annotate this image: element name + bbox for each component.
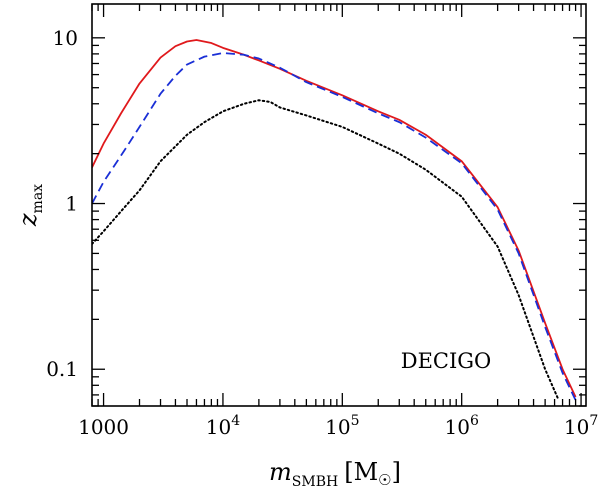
y-axis-symbol: z (14, 213, 42, 227)
x-tick-base: 10 (206, 415, 231, 439)
x-axis-unit: [M (344, 458, 378, 486)
x-axis-unit-close: ] (392, 458, 401, 486)
series-dotted-line (92, 99, 560, 402)
x-axis-subscript: SMBH (292, 474, 338, 489)
series-layer (92, 39, 577, 402)
x-tick-exponent: 6 (470, 413, 479, 429)
x-tick-base: 1000 (78, 415, 129, 439)
y-tick-label: 0.1 (46, 357, 78, 381)
decigo-annotation: DECIGO (401, 349, 492, 373)
x-axis-symbol: m (269, 458, 292, 486)
x-tick-exponent: 7 (589, 413, 598, 429)
x-tick-exponent: 5 (351, 413, 360, 429)
x-tick-exponent: 4 (231, 413, 240, 429)
x-tick-label: 107 (564, 413, 598, 439)
y-axis-label: zmax (14, 184, 46, 227)
x-tick-base: 10 (325, 415, 350, 439)
y-axis-subscript: max (30, 184, 46, 214)
sun-symbol-icon: ☉ (378, 471, 391, 489)
x-tick-label: 105 (325, 413, 359, 439)
x-tick-label: 104 (206, 413, 240, 439)
y-tick-label: 10 (53, 26, 78, 50)
tick-layer (91, 4, 586, 407)
x-tick-base: 10 (564, 415, 589, 439)
x-axis-label: mSMBH [M☉] (269, 458, 401, 489)
x-tick-label: 106 (444, 413, 478, 439)
x-tick-label: 1000 (78, 415, 129, 439)
x-tick-base: 10 (444, 415, 469, 439)
y-tick-label: 1 (65, 192, 78, 216)
series-solid-line (92, 39, 577, 398)
series-dashed-line (92, 52, 577, 401)
plot-frame (91, 3, 587, 407)
